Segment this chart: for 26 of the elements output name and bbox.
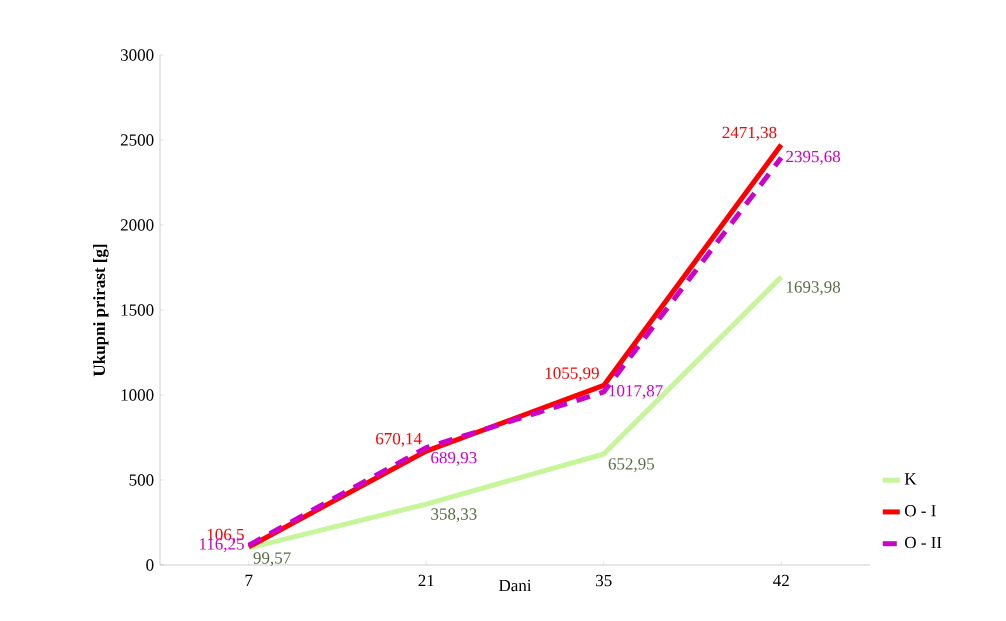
data-label: 689,93 bbox=[431, 451, 477, 466]
y-tick-label: 500 bbox=[129, 474, 154, 486]
data-label: 2471,38 bbox=[722, 126, 777, 141]
data-label: 670,14 bbox=[376, 432, 422, 447]
y-axis-title: Ukupni prirast [g] bbox=[93, 244, 109, 377]
y-tick-label: 2500 bbox=[120, 134, 154, 146]
legend-label: K bbox=[904, 473, 917, 485]
legend-label: O - I bbox=[905, 505, 936, 517]
data-label: 2395,68 bbox=[786, 150, 841, 165]
y-tick-label: 2000 bbox=[120, 219, 154, 231]
data-label: 358,33 bbox=[431, 508, 477, 523]
data-label: 1017,87 bbox=[609, 384, 663, 399]
y-tick-label: 1000 bbox=[121, 389, 154, 401]
data-label: 1693,98 bbox=[786, 281, 841, 296]
y-tick-label: 3000 bbox=[120, 49, 154, 61]
y-tick-label: 0 bbox=[146, 559, 154, 571]
x-tick-label: 7 bbox=[245, 574, 253, 586]
x-axis-title: Dani bbox=[498, 579, 532, 592]
x-tick-label: 42 bbox=[773, 574, 789, 587]
x-tick-label: 21 bbox=[418, 574, 434, 587]
data-label: 652,95 bbox=[608, 458, 655, 473]
legend-label: O - II bbox=[905, 536, 942, 549]
x-tick-label: 35 bbox=[596, 574, 612, 587]
data-label: 1055,99 bbox=[545, 367, 599, 382]
y-tick-label: 1500 bbox=[121, 304, 154, 316]
data-label: 99,57 bbox=[253, 552, 291, 567]
